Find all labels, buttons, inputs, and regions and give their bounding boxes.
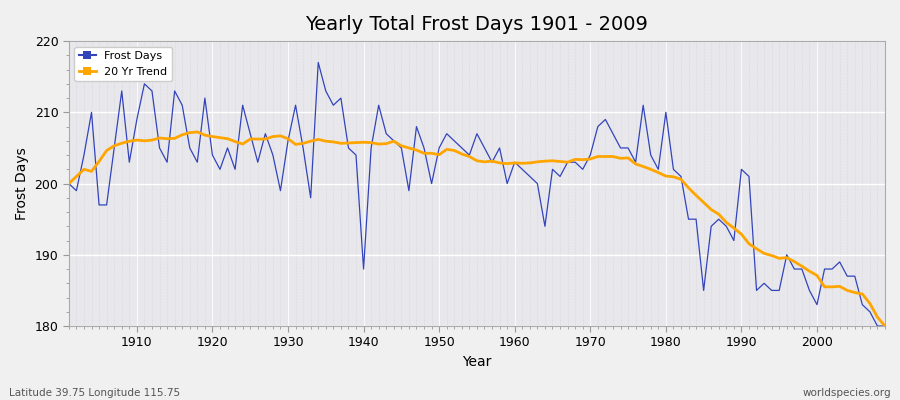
Legend: Frost Days, 20 Yr Trend: Frost Days, 20 Yr Trend	[75, 47, 172, 81]
Text: Latitude 39.75 Longitude 115.75: Latitude 39.75 Longitude 115.75	[9, 388, 180, 398]
X-axis label: Year: Year	[463, 355, 491, 369]
Text: worldspecies.org: worldspecies.org	[803, 388, 891, 398]
Y-axis label: Frost Days: Frost Days	[15, 147, 29, 220]
Title: Yearly Total Frost Days 1901 - 2009: Yearly Total Frost Days 1901 - 2009	[305, 15, 648, 34]
